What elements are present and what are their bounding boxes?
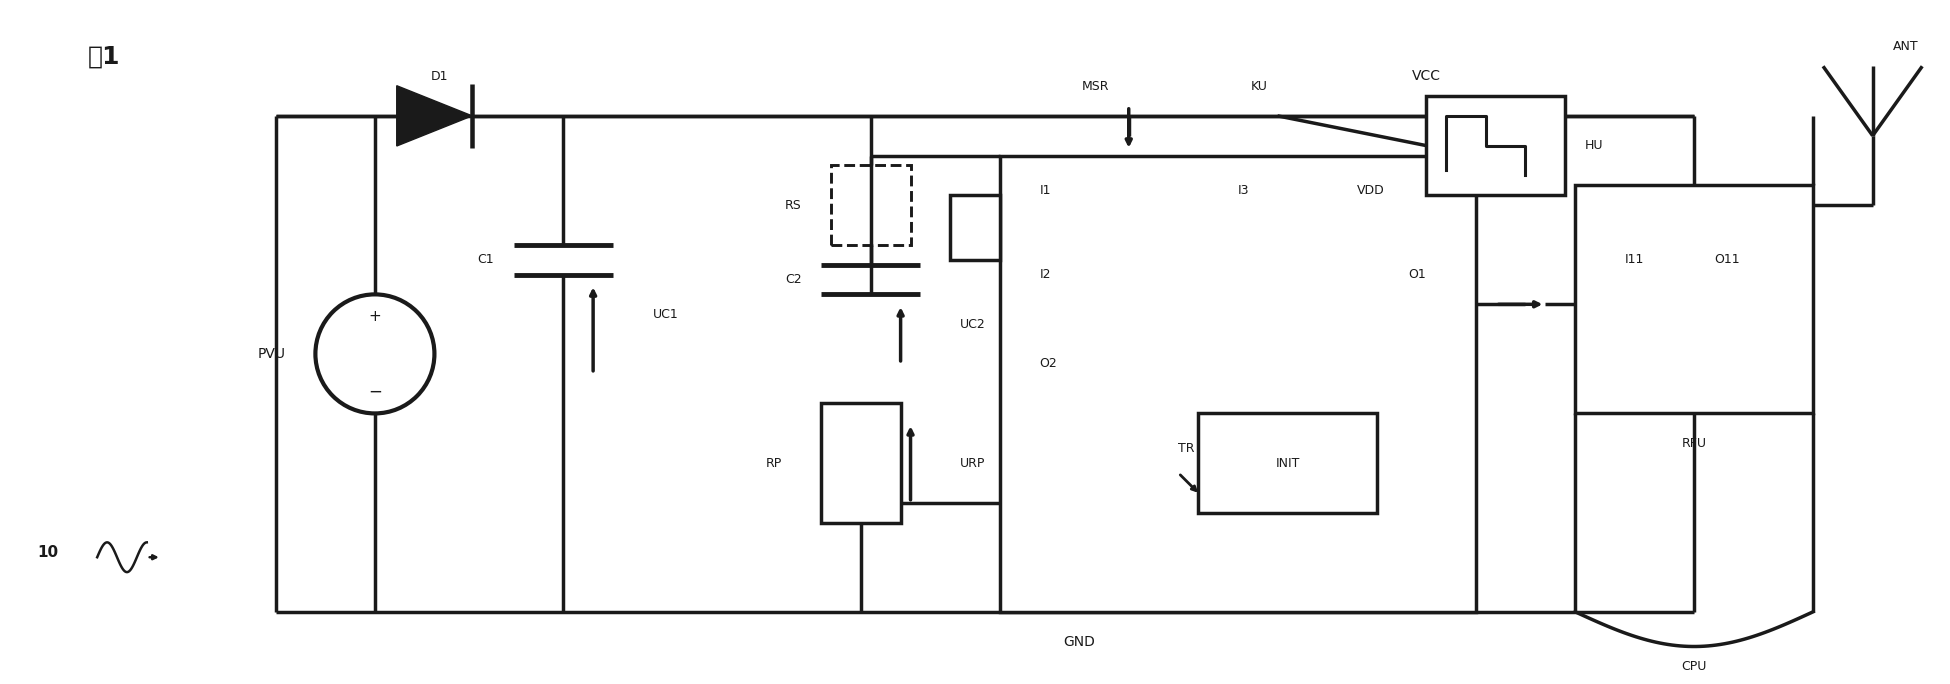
Text: 图1: 图1: [88, 44, 119, 68]
Text: GND: GND: [1063, 635, 1096, 648]
Text: I11: I11: [1624, 253, 1644, 266]
Text: 10: 10: [37, 544, 58, 560]
Text: HU: HU: [1585, 139, 1603, 152]
Text: I2: I2: [1039, 268, 1051, 281]
Text: I3: I3: [1238, 184, 1250, 197]
Bar: [1425, 96, 1566, 195]
Bar: [1000, 155, 1476, 611]
Text: URP: URP: [959, 456, 985, 469]
Text: VCC: VCC: [1412, 69, 1441, 83]
Text: VDD: VDD: [1357, 184, 1384, 197]
Text: C2: C2: [784, 273, 801, 286]
Text: RP: RP: [764, 456, 782, 469]
Text: PVU: PVU: [257, 347, 285, 361]
Text: RFU: RFU: [1681, 436, 1706, 449]
Text: TR: TR: [1178, 442, 1195, 455]
Bar: [1197, 413, 1377, 512]
Text: UC1: UC1: [653, 308, 679, 321]
Text: D1: D1: [431, 70, 448, 83]
Polygon shape: [396, 86, 472, 146]
Bar: [821, 404, 901, 523]
Text: I1: I1: [1039, 184, 1051, 197]
Bar: [831, 166, 911, 245]
Text: O11: O11: [1714, 253, 1739, 266]
Text: +: +: [369, 308, 382, 324]
Text: CPU: CPU: [1681, 660, 1706, 673]
Text: UC2: UC2: [959, 317, 987, 330]
Text: KU: KU: [1250, 79, 1268, 92]
Text: O1: O1: [1408, 268, 1425, 281]
Text: O2: O2: [1039, 357, 1057, 370]
Text: MSR: MSR: [1082, 79, 1110, 92]
Bar: [950, 195, 1000, 260]
Text: ANT: ANT: [1893, 40, 1919, 53]
Text: RS: RS: [784, 198, 801, 211]
Text: C1: C1: [478, 253, 493, 266]
Text: INIT: INIT: [1275, 456, 1299, 469]
Text: −: −: [369, 382, 382, 401]
Bar: [1576, 185, 1814, 413]
